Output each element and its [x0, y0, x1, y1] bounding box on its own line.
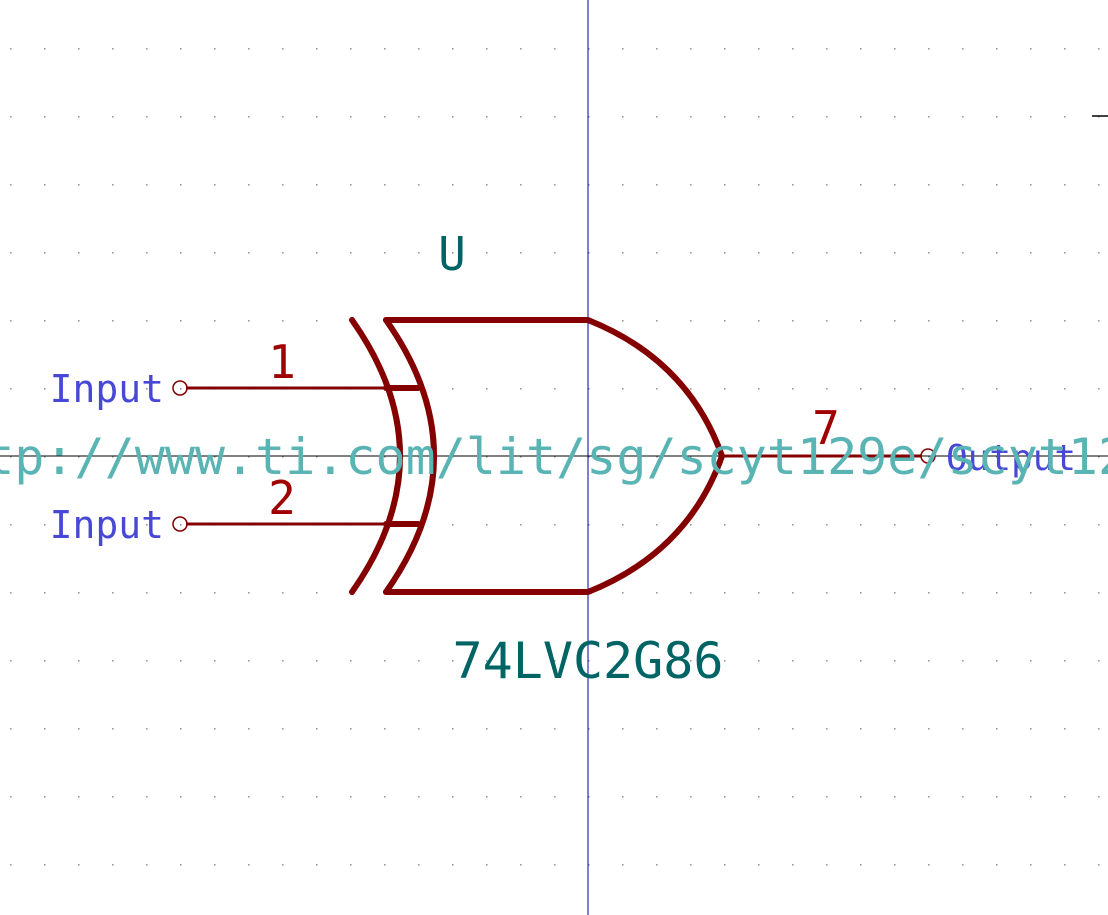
- pin-2-number: 2: [268, 471, 296, 525]
- xor-extra-arc: [349, 317, 403, 595]
- pin-7-number: 7: [812, 401, 840, 455]
- pin-1-number: 1: [268, 335, 296, 389]
- pin-1[interactable]: [172, 380, 388, 396]
- datasheet-field[interactable]: http://www.ti.com/lit/sg/scyt129e/scyt12…: [0, 428, 1108, 486]
- pin-7[interactable]: [722, 448, 936, 464]
- reference-field[interactable]: U: [438, 227, 466, 281]
- pin-7-endpoint: [920, 448, 936, 464]
- pin-2[interactable]: [172, 516, 388, 532]
- pin-7-name: Output: [946, 438, 1076, 479]
- pin-1-name: Input: [50, 367, 164, 411]
- pin-1-endpoint: [172, 380, 188, 396]
- pin-2-endpoint: [172, 516, 188, 532]
- pin-2-name: Input: [50, 503, 164, 547]
- gate-input-arc: [383, 317, 437, 595]
- value-field[interactable]: 74LVC2G86: [453, 632, 724, 690]
